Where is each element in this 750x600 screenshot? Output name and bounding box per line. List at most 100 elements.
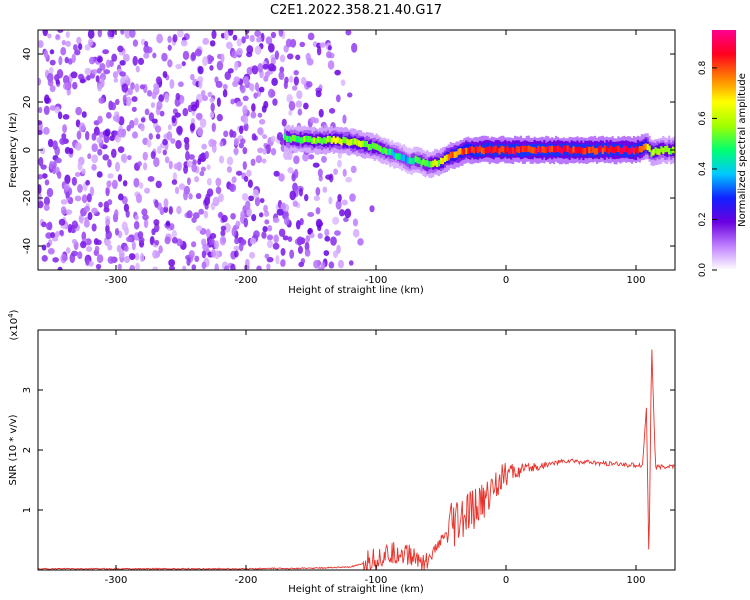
heatmap-noise-cell [249,237,257,245]
heatmap-noise-cell [41,244,47,251]
heatmap-noise-cell [234,250,239,258]
ridge-cell [469,146,472,153]
heatmap-noise-cell [195,225,203,232]
x-tick-label: -100 [365,575,388,586]
heatmap-noise-cell [220,225,227,231]
heatmap-noise-cell [156,76,162,84]
ridge-cell [471,146,474,153]
ridge-cell [350,138,353,146]
heatmap-noise-cell [308,154,315,160]
x-tick-label: -100 [365,275,388,286]
heatmap-noise-cell [295,54,301,61]
heatmap-noise-cell [262,134,268,140]
ridge-cell [498,148,501,155]
heatmap-noise-cell [230,263,236,270]
heatmap-noise-cell [210,102,215,112]
ridge-cell [584,147,587,155]
ridge-cell [631,146,634,153]
heatmap-noise-cell [191,241,197,248]
ridge-cell [326,136,329,143]
heatmap-noise-cell [171,236,178,244]
heatmap-noise-cell [303,102,309,110]
heatmap-noise-cell [117,263,122,270]
heatmap-noise-cell [270,147,277,156]
ridge-cell [367,144,370,151]
heatmap-noise-cell [163,198,169,208]
heatmap-noise-cell [261,231,267,239]
ridge-cell [515,146,519,153]
heatmap-noise-cell [253,92,258,99]
snr-series-line [38,349,675,570]
ridge-cell [664,145,667,153]
ridge-cell [315,137,318,145]
heatmap-noise-cell [348,260,354,266]
heatmap-noise-cell [115,114,120,123]
heatmap-noise-cell [271,64,277,72]
heatmap-noise-cell [131,106,137,112]
heatmap-noise-cell [139,123,145,132]
ridge-cell [545,146,548,154]
heatmap-noise-cell [206,54,213,65]
heatmap-noise-cell [162,149,167,156]
heatmap-noise-cell [357,238,364,246]
heatmap-noise-cell [344,208,352,219]
heatmap-noise-cell [155,180,162,189]
heatmap-noise-cell [328,108,336,114]
heatmap-noise-cell [239,125,244,135]
ridge-cell [603,145,606,152]
heatmap-noise-cell [105,218,111,227]
heatmap-noise-cell [274,50,280,60]
heatmap-noise-cell [152,52,157,59]
heatmap-noise-cell [208,138,215,148]
heatmap-noise-cell [215,177,222,187]
spectrogram-y-label: Frequency (Hz) [8,112,19,188]
heatmap-noise-cell [254,82,260,92]
ridge-cell [348,139,351,146]
heatmap-noise-cell [132,55,138,66]
heatmap-noise-cell [60,46,67,56]
heatmap-noise-cell [264,71,270,78]
heatmap-noise-cell [47,138,54,148]
heatmap-noise-cell [107,159,112,168]
heatmap-noise-cell [195,193,202,200]
ridge-cell [586,146,589,153]
heatmap-noise-cell [242,161,247,170]
heatmap-noise-cell [263,100,269,109]
heatmap-noise-cell [89,260,94,267]
heatmap-noise-cell [276,132,284,141]
ridge-cell [455,151,458,158]
ridge-cell [397,153,400,160]
heatmap-noise-cell [91,163,97,171]
heatmap-noise-cell [154,239,160,246]
heatmap-noise-cell [192,159,197,166]
heatmap-noise-cell [145,46,153,54]
heatmap-noise-cell [144,187,151,194]
heatmap-noise-cell [48,66,54,75]
heatmap-noise-cell [349,193,356,202]
ridge-cell [543,146,546,154]
heatmap-noise-cell [105,230,112,240]
heatmap-noise-cell [202,95,209,102]
heatmap-noise-cell [175,63,183,70]
ridge-cell [369,144,372,151]
heatmap-noise-cell [256,265,262,270]
snr-scale-label: (x104) [7,309,20,340]
heatmap-noise-cell [247,179,253,188]
heatmap-noise-cell [47,247,55,255]
heatmap-noise-cell [133,220,140,230]
heatmap-noise-cell [279,54,286,63]
heatmap-noise-cell [41,221,47,228]
heatmap-noise-cell [55,230,60,238]
ridge-cell [673,147,675,154]
heatmap-noise-cell [77,251,83,260]
heatmap-noise-cell [71,220,79,229]
ridge-cell [414,155,417,162]
heatmap-noise-cell [134,252,140,261]
heatmap-noise-cell [167,124,172,131]
heatmap-noise-cell [176,125,183,135]
heatmap-noise-cell [289,249,295,259]
heatmap-noise-cell [95,129,100,136]
x-tick-label: 0 [503,575,509,586]
heatmap-noise-cell [330,236,337,246]
heatmap-noise-cell [241,192,249,201]
